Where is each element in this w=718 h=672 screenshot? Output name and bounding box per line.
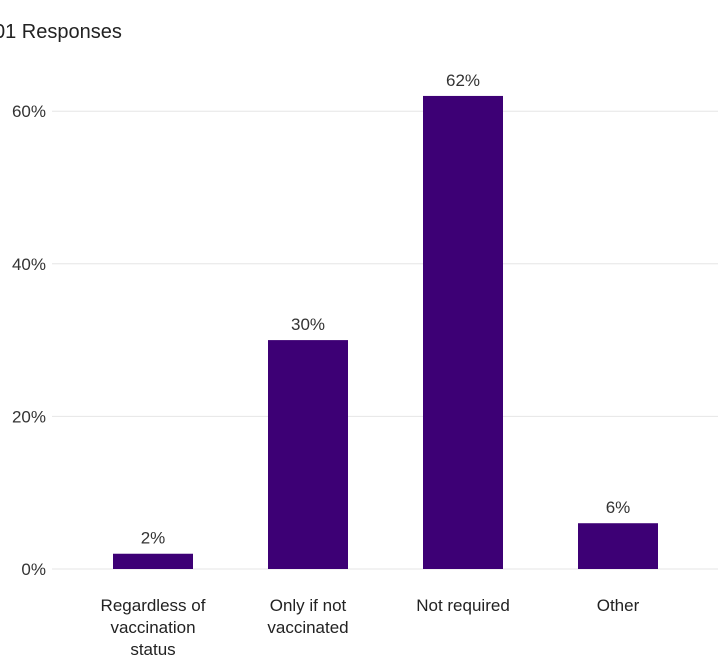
x-tick-label-line: Other <box>597 596 640 615</box>
data-labels: 2% 30% 62% 6% <box>141 71 631 548</box>
data-label: 2% <box>141 529 166 548</box>
x-tick-label-line: Not required <box>416 596 510 615</box>
bar <box>268 340 348 569</box>
data-label: 6% <box>606 498 631 517</box>
x-axis-ticks: Regardless of vaccination status Only if no… <box>101 596 640 659</box>
y-tick-label: 40% <box>12 255 46 274</box>
x-tick-label-line: Only if not <box>270 596 347 615</box>
x-tick-label: Other <box>597 596 640 615</box>
bar <box>578 523 658 569</box>
y-tick-label: 60% <box>12 102 46 121</box>
x-tick-label-line: Regardless of <box>101 596 206 615</box>
y-tick-label: 0% <box>21 560 46 579</box>
x-tick-label-line: vaccinated <box>267 618 348 637</box>
y-tick-label: 20% <box>12 407 46 426</box>
x-tick-label: Regardless of vaccination status <box>101 596 206 659</box>
bar <box>423 95 503 569</box>
chart-title: 01 Responses <box>0 21 122 43</box>
x-tick-label-line: vaccination <box>110 618 195 637</box>
bars <box>113 95 658 569</box>
x-tick-label-line: status <box>130 640 175 659</box>
x-tick-label: Only if not vaccinated <box>267 596 348 637</box>
y-axis-ticks: 0% 20% 40% 60% <box>12 102 46 579</box>
bar <box>113 553 193 569</box>
x-tick-label: Not required <box>416 596 510 615</box>
data-label: 30% <box>291 315 325 334</box>
data-label: 62% <box>446 71 480 90</box>
